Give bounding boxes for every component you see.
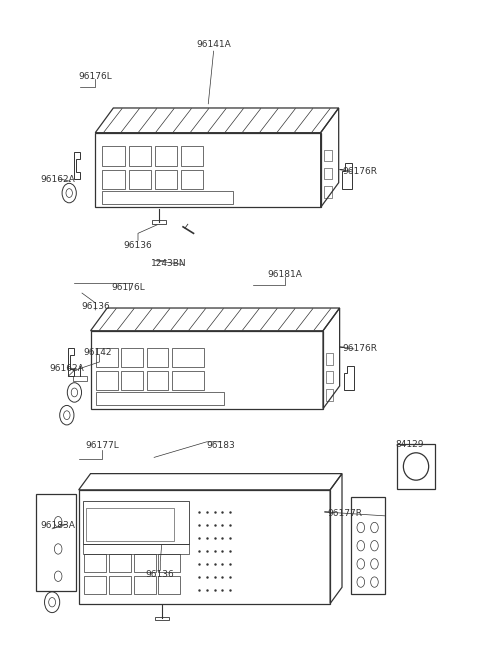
Bar bbox=[180, 146, 204, 166]
Bar bbox=[155, 146, 178, 166]
Bar bbox=[102, 170, 125, 189]
Bar bbox=[109, 576, 131, 595]
Text: 96176R: 96176R bbox=[342, 167, 377, 176]
Bar bbox=[84, 544, 189, 553]
Bar bbox=[91, 331, 323, 409]
Bar bbox=[102, 191, 233, 204]
Text: 96181A: 96181A bbox=[268, 270, 302, 279]
Text: 96177R: 96177R bbox=[328, 510, 363, 518]
Bar bbox=[102, 146, 125, 166]
Text: 96141A: 96141A bbox=[196, 41, 231, 50]
Bar bbox=[84, 501, 189, 544]
Text: 84129: 84129 bbox=[396, 440, 424, 449]
Bar bbox=[155, 170, 178, 189]
Bar bbox=[129, 170, 151, 189]
Bar bbox=[134, 553, 156, 572]
Bar bbox=[36, 494, 76, 591]
Bar bbox=[158, 553, 180, 572]
Bar bbox=[84, 553, 106, 572]
Bar bbox=[146, 371, 168, 390]
Bar bbox=[158, 576, 180, 595]
Bar bbox=[180, 170, 204, 189]
Bar bbox=[96, 133, 321, 208]
Text: 96162A: 96162A bbox=[40, 175, 75, 184]
Bar bbox=[146, 348, 168, 367]
Text: 96136: 96136 bbox=[124, 240, 152, 250]
Text: 96176L: 96176L bbox=[78, 71, 112, 81]
Bar bbox=[96, 371, 118, 390]
Bar bbox=[96, 392, 224, 405]
Bar bbox=[396, 444, 435, 489]
Bar bbox=[121, 371, 143, 390]
Bar bbox=[172, 348, 204, 367]
Text: 96183A: 96183A bbox=[40, 521, 75, 530]
Bar bbox=[155, 616, 169, 620]
Bar bbox=[326, 389, 333, 401]
Bar bbox=[84, 576, 106, 595]
Text: 96162A: 96162A bbox=[49, 364, 84, 373]
Bar bbox=[326, 353, 333, 365]
Bar bbox=[86, 508, 174, 541]
Bar bbox=[121, 348, 143, 367]
Text: 96136: 96136 bbox=[81, 302, 109, 311]
Bar bbox=[326, 371, 333, 383]
Bar bbox=[324, 168, 332, 179]
Text: 96136: 96136 bbox=[145, 570, 174, 579]
Text: 96142: 96142 bbox=[84, 348, 112, 357]
Bar bbox=[109, 553, 131, 572]
Bar bbox=[129, 146, 151, 166]
Bar bbox=[324, 186, 332, 198]
Text: 96177L: 96177L bbox=[85, 441, 120, 450]
Bar bbox=[324, 149, 332, 161]
Bar bbox=[152, 220, 167, 224]
Bar bbox=[79, 490, 330, 603]
Text: 96176R: 96176R bbox=[342, 345, 377, 354]
Bar bbox=[350, 497, 384, 594]
Text: 96176L: 96176L bbox=[112, 283, 145, 291]
Bar bbox=[73, 375, 87, 381]
Text: 96183: 96183 bbox=[207, 441, 235, 450]
Bar bbox=[172, 371, 204, 390]
Bar bbox=[96, 348, 118, 367]
Bar bbox=[134, 576, 156, 595]
Text: 1243BN: 1243BN bbox=[151, 259, 187, 269]
